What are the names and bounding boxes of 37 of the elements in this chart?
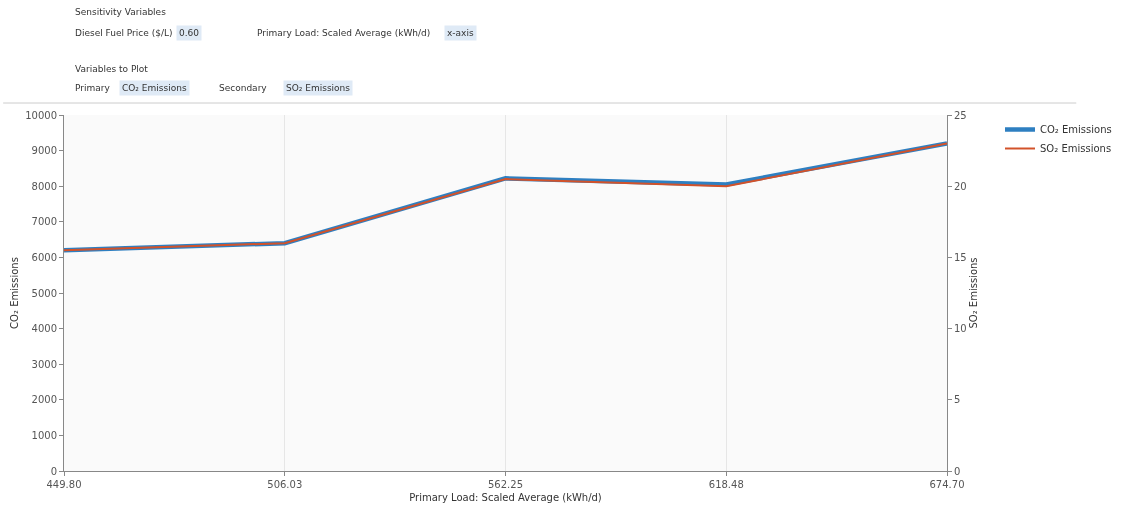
- y-tick-label: 2000: [31, 394, 57, 406]
- y-tick-label: 9000: [31, 145, 57, 157]
- y2-tick-label: 10: [954, 323, 967, 335]
- text: CO₂ Emissions: [122, 83, 187, 93]
- x-axis-title: Primary Load: Scaled Average (kWh/d): [409, 491, 602, 503]
- y2-tick-label: 0: [954, 465, 961, 477]
- y2-tick-label: 5: [954, 394, 961, 406]
- x-tick-label: 506.03: [267, 479, 303, 490]
- text: Sensitivity Variables: [75, 7, 167, 17]
- y2-tick-label: 20: [954, 180, 967, 192]
- y2-tick-label: 15: [954, 251, 967, 263]
- y-tick-label: 10000: [25, 109, 57, 121]
- y-tick-label: 0: [50, 465, 57, 477]
- y-tick-label: 5000: [31, 287, 57, 299]
- text: Primary Load: Scaled Average (kWh/d): [257, 28, 431, 38]
- y-tick-label: 3000: [31, 358, 57, 370]
- text: Variables to Plot: [75, 64, 149, 74]
- x-tick-label: 562.25: [488, 479, 523, 490]
- y-tick-label: 4000: [31, 323, 57, 335]
- text: 0.60: [179, 28, 200, 38]
- text: Diesel Fuel Price ($/L): [75, 28, 173, 38]
- y2-axis-title: SO₂ Emissions: [968, 257, 980, 329]
- text: Secondary: [219, 83, 268, 93]
- text: SO₂ Emissions: [286, 83, 351, 93]
- y-axis-title: CO₂ Emissions: [9, 257, 21, 329]
- x-tick-label: 449.80: [46, 479, 82, 490]
- legend-label: SO₂ Emissions: [1039, 143, 1112, 155]
- y-tick-label: 8000: [31, 180, 57, 192]
- y-tick-label: 1000: [31, 429, 57, 441]
- text: x-axis: [447, 28, 474, 38]
- x-tick-label: 674.70: [929, 479, 965, 490]
- y2-tick-label: 25: [954, 109, 967, 121]
- legend-label: CO₂ Emissions: [1039, 124, 1112, 136]
- y-tick-label: 7000: [31, 216, 57, 228]
- x-tick-label: 618.48: [708, 479, 744, 490]
- y-tick-label: 6000: [31, 251, 57, 263]
- text: Primary: [75, 83, 111, 93]
